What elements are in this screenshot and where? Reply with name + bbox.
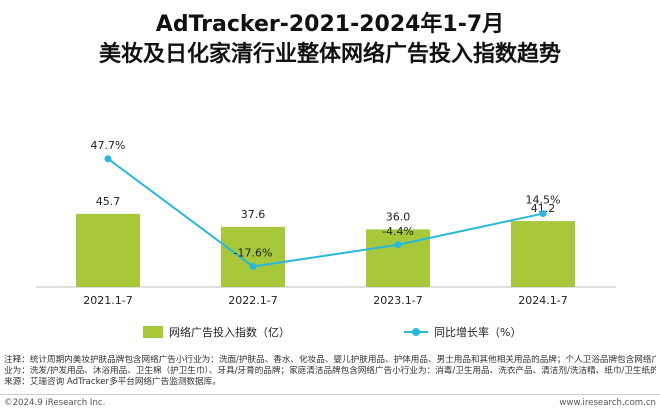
bar bbox=[511, 221, 575, 287]
line-point bbox=[249, 263, 257, 271]
bar-value-label: 37.6 bbox=[241, 208, 266, 221]
line-point bbox=[394, 241, 402, 249]
note-line-1: 注释：统计周期内美妆护肤品牌包含网络广告小行业为：洗面/护肤品、香水、化妆品、婴… bbox=[4, 355, 656, 365]
bar bbox=[76, 213, 140, 287]
bar-value-label: 45.7 bbox=[96, 195, 121, 208]
line-value-label: 14.5% bbox=[526, 194, 561, 207]
notes-block: 注释：统计周期内美妆护肤品牌包含网络广告小行业为：洗面/护肤品、香水、化妆品、婴… bbox=[4, 355, 656, 388]
bar-value-label: 36.0 bbox=[386, 210, 411, 223]
x-tick-label: 2023.1-7 bbox=[373, 294, 422, 307]
note-line-2: 业为：洗发/护发用品、沐浴用品、卫生棉（护卫生巾）、牙具/牙膏的品牌；家庭清洁品… bbox=[4, 366, 656, 376]
line-point bbox=[104, 155, 112, 163]
series-line bbox=[107, 157, 544, 268]
note-source: 来源：艾瑞咨询 AdTracker多平台网络广告监测数据库。 bbox=[4, 377, 221, 387]
legend-swatch-bar bbox=[143, 326, 163, 338]
bar bbox=[221, 226, 285, 287]
bar bbox=[366, 229, 430, 287]
footer-copyright: ©2024.9 iResearch Inc. bbox=[4, 398, 106, 408]
legend-item-bar: 网络广告投入指数（亿） bbox=[143, 324, 290, 340]
x-tick-label: 2021.1-7 bbox=[83, 294, 132, 307]
chart-title-line1: AdTracker-2021-2024年1-7月 bbox=[155, 12, 505, 37]
legend-label-line: 同比增长率（%） bbox=[434, 326, 522, 339]
chart-title-line2: 美妆及日化家清行业整体网络广告投入指数趋势 bbox=[98, 42, 561, 67]
footer-website: www.iresearch.com.cn bbox=[559, 398, 656, 408]
combo-chart: 45.7 2021.1-7 37.6 2022.1-7 36.0 2023.1-7 41.2… bbox=[36, 139, 616, 307]
line-point bbox=[539, 210, 547, 218]
legend-label-bar: 网络广告投入指数（亿） bbox=[169, 326, 290, 339]
bar-value-label: 41.2 bbox=[531, 202, 556, 215]
legend-item-line: 同比增长率（%） bbox=[404, 324, 521, 340]
footer: ©2024.9 iResearch Inc. www.iresearch.com… bbox=[0, 394, 660, 412]
legend-swatch-line bbox=[404, 326, 428, 338]
line-value-label: -17.6% bbox=[234, 247, 273, 260]
line-value-label: -4.4% bbox=[382, 225, 414, 238]
line-value-label: 47.7% bbox=[91, 139, 126, 152]
x-tick-label: 2022.1-7 bbox=[228, 294, 277, 307]
x-tick-label: 2024.1-7 bbox=[518, 294, 567, 307]
